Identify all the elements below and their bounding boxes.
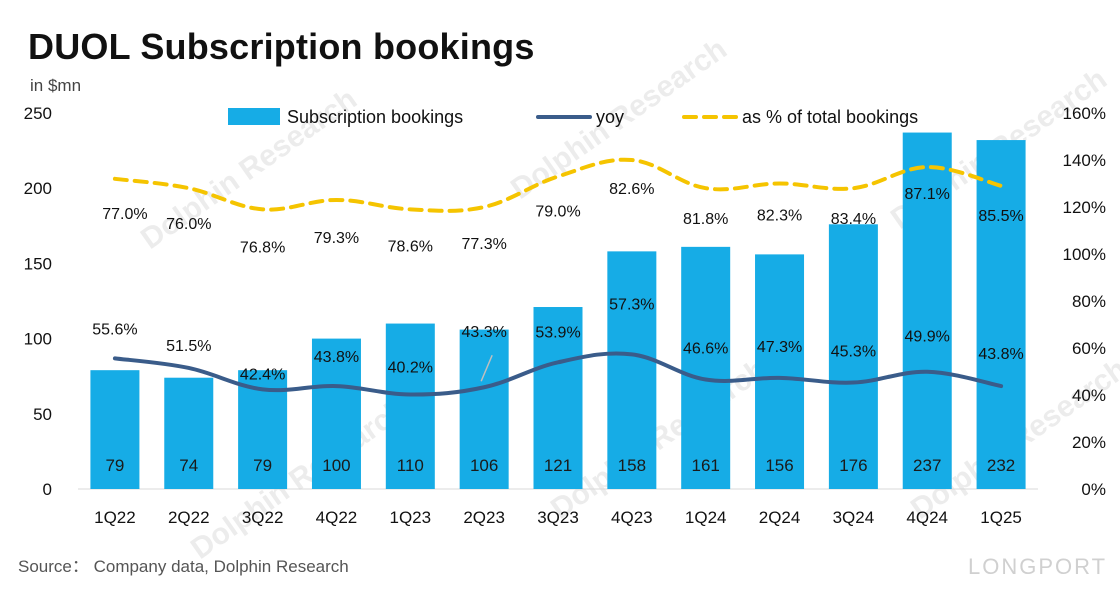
bar-value-label: 176 <box>839 456 867 475</box>
x-tick-label: 4Q24 <box>906 508 948 527</box>
yoy-value-label: 47.3% <box>757 339 802 356</box>
pct-of-total-line <box>112 157 1004 213</box>
yoy-value-label: 45.3% <box>831 344 876 361</box>
bar-value-label: 74 <box>179 456 198 475</box>
bar <box>607 251 657 489</box>
pct-value-label: 76.8% <box>240 239 285 256</box>
chart-title: DUOL Subscription bookings <box>28 26 535 67</box>
x-tick-label: 4Q23 <box>611 508 653 527</box>
yoy-value-label: 43.8% <box>314 349 359 366</box>
watermark-brand: LONGPORT <box>968 554 1107 579</box>
x-tick-label: 1Q22 <box>94 508 136 527</box>
bar <box>164 377 214 489</box>
y-left-tick-label: 150 <box>24 254 52 273</box>
yoy-value-label: 57.3% <box>609 296 654 313</box>
x-tick-label: 3Q23 <box>537 508 579 527</box>
watermark-text: Dolphin Research <box>185 392 413 565</box>
y-left-tick-label: 0 <box>43 480 52 499</box>
y-right-tick-label: 140% <box>1063 151 1106 170</box>
x-tick-label: 2Q22 <box>168 508 210 527</box>
bar-value-label: 110 <box>397 456 424 475</box>
bar-value-label: 100 <box>322 456 350 475</box>
yoy-value-label: 55.6% <box>92 321 137 338</box>
bar-value-label: 79 <box>253 456 272 475</box>
legend-label-pct: as % of total bookings <box>742 107 918 127</box>
yoy-line <box>112 351 1004 397</box>
bar-value-label: 232 <box>987 456 1015 475</box>
bars-layer <box>90 132 1026 489</box>
yoy-value-label: 46.6% <box>683 340 728 357</box>
labels-layer: 79 74 79 100 110 106 121 158 161 156 176 237 232 55.6… <box>92 181 1024 475</box>
bar <box>90 370 140 489</box>
bar-value-label: 156 <box>765 456 793 475</box>
y-right-tick-label: 100% <box>1063 245 1106 264</box>
legend-label-bookings: Subscription bookings <box>287 107 463 127</box>
x-tick-label: 3Q22 <box>242 508 284 527</box>
y-right-tick-label: 160% <box>1063 104 1106 123</box>
yoy-value-label: 49.9% <box>905 329 950 346</box>
yoy-value-label: 40.2% <box>388 360 433 377</box>
bar-value-label: 79 <box>105 456 124 475</box>
pct-value-label: 87.1% <box>905 186 950 203</box>
y-right-tick-label: 120% <box>1063 198 1106 217</box>
bar-value-label: 106 <box>470 456 498 475</box>
pct-value-label: 78.6% <box>388 238 433 255</box>
y-right-tick-label: 0% <box>1081 480 1106 499</box>
x-tick-label: 1Q25 <box>980 508 1022 527</box>
pct-value-label: 83.4% <box>831 211 876 228</box>
x-tick-label: 4Q22 <box>316 508 358 527</box>
x-tick-label: 2Q24 <box>759 508 801 527</box>
bar-value-label: 121 <box>544 456 572 475</box>
pct-value-label: 79.3% <box>314 230 359 247</box>
legend: Subscription bookings yoy as % of total bo… <box>228 107 918 127</box>
y-right-tick-label: 60% <box>1072 339 1106 358</box>
bar <box>533 307 583 489</box>
bar <box>902 132 952 489</box>
x-tick-label: 1Q24 <box>685 508 727 527</box>
pct-value-label: 82.3% <box>757 208 802 225</box>
pct-value-label: 76.0% <box>166 216 211 233</box>
y-left-tick-label: 50 <box>33 405 52 424</box>
x-tick-label: 3Q24 <box>833 508 875 527</box>
legend-swatch-bookings <box>228 108 280 125</box>
bar-value-label: 161 <box>692 456 720 475</box>
pct-value-label: 85.5% <box>978 208 1023 225</box>
bar <box>459 329 509 489</box>
yoy-value-label: 42.4% <box>240 366 285 383</box>
bar-value-label: 158 <box>618 456 646 475</box>
y-right-tick-label: 40% <box>1072 386 1106 405</box>
lines-layer <box>112 157 1004 397</box>
pct-value-label: 81.8% <box>683 211 728 228</box>
pct-value-label: 77.3% <box>461 236 506 253</box>
bar <box>385 323 435 489</box>
unit-label: in $mn <box>30 76 82 95</box>
bar <box>976 140 1026 489</box>
yoy-leader-line <box>480 354 493 382</box>
y-left-tick-label: 200 <box>24 179 52 198</box>
bar <box>828 224 878 489</box>
y-left-tick-label: 100 <box>24 330 52 349</box>
bar <box>311 338 361 489</box>
pct-value-label: 77.0% <box>102 206 147 223</box>
yoy-value-label: 53.9% <box>535 324 580 341</box>
bar-value-label: 237 <box>913 456 941 475</box>
y-right-tick-label: 80% <box>1072 292 1106 311</box>
pct-value-label: 79.0% <box>535 203 580 220</box>
y-left-tick-label: 250 <box>24 104 52 123</box>
bar <box>755 254 805 489</box>
legend-label-yoy: yoy <box>596 107 624 127</box>
yoy-value-label: 51.5% <box>166 338 211 355</box>
source-note: Source： Company data, Dolphin Research <box>18 557 349 576</box>
bar <box>681 246 731 489</box>
pct-value-label: 82.6% <box>609 181 654 198</box>
x-tick-label: 2Q23 <box>463 508 505 527</box>
yoy-value-label: 43.3% <box>461 324 506 341</box>
x-tick-label: 1Q23 <box>390 508 432 527</box>
yoy-value-label: 43.8% <box>978 346 1023 363</box>
y-right-tick-label: 20% <box>1072 433 1106 452</box>
